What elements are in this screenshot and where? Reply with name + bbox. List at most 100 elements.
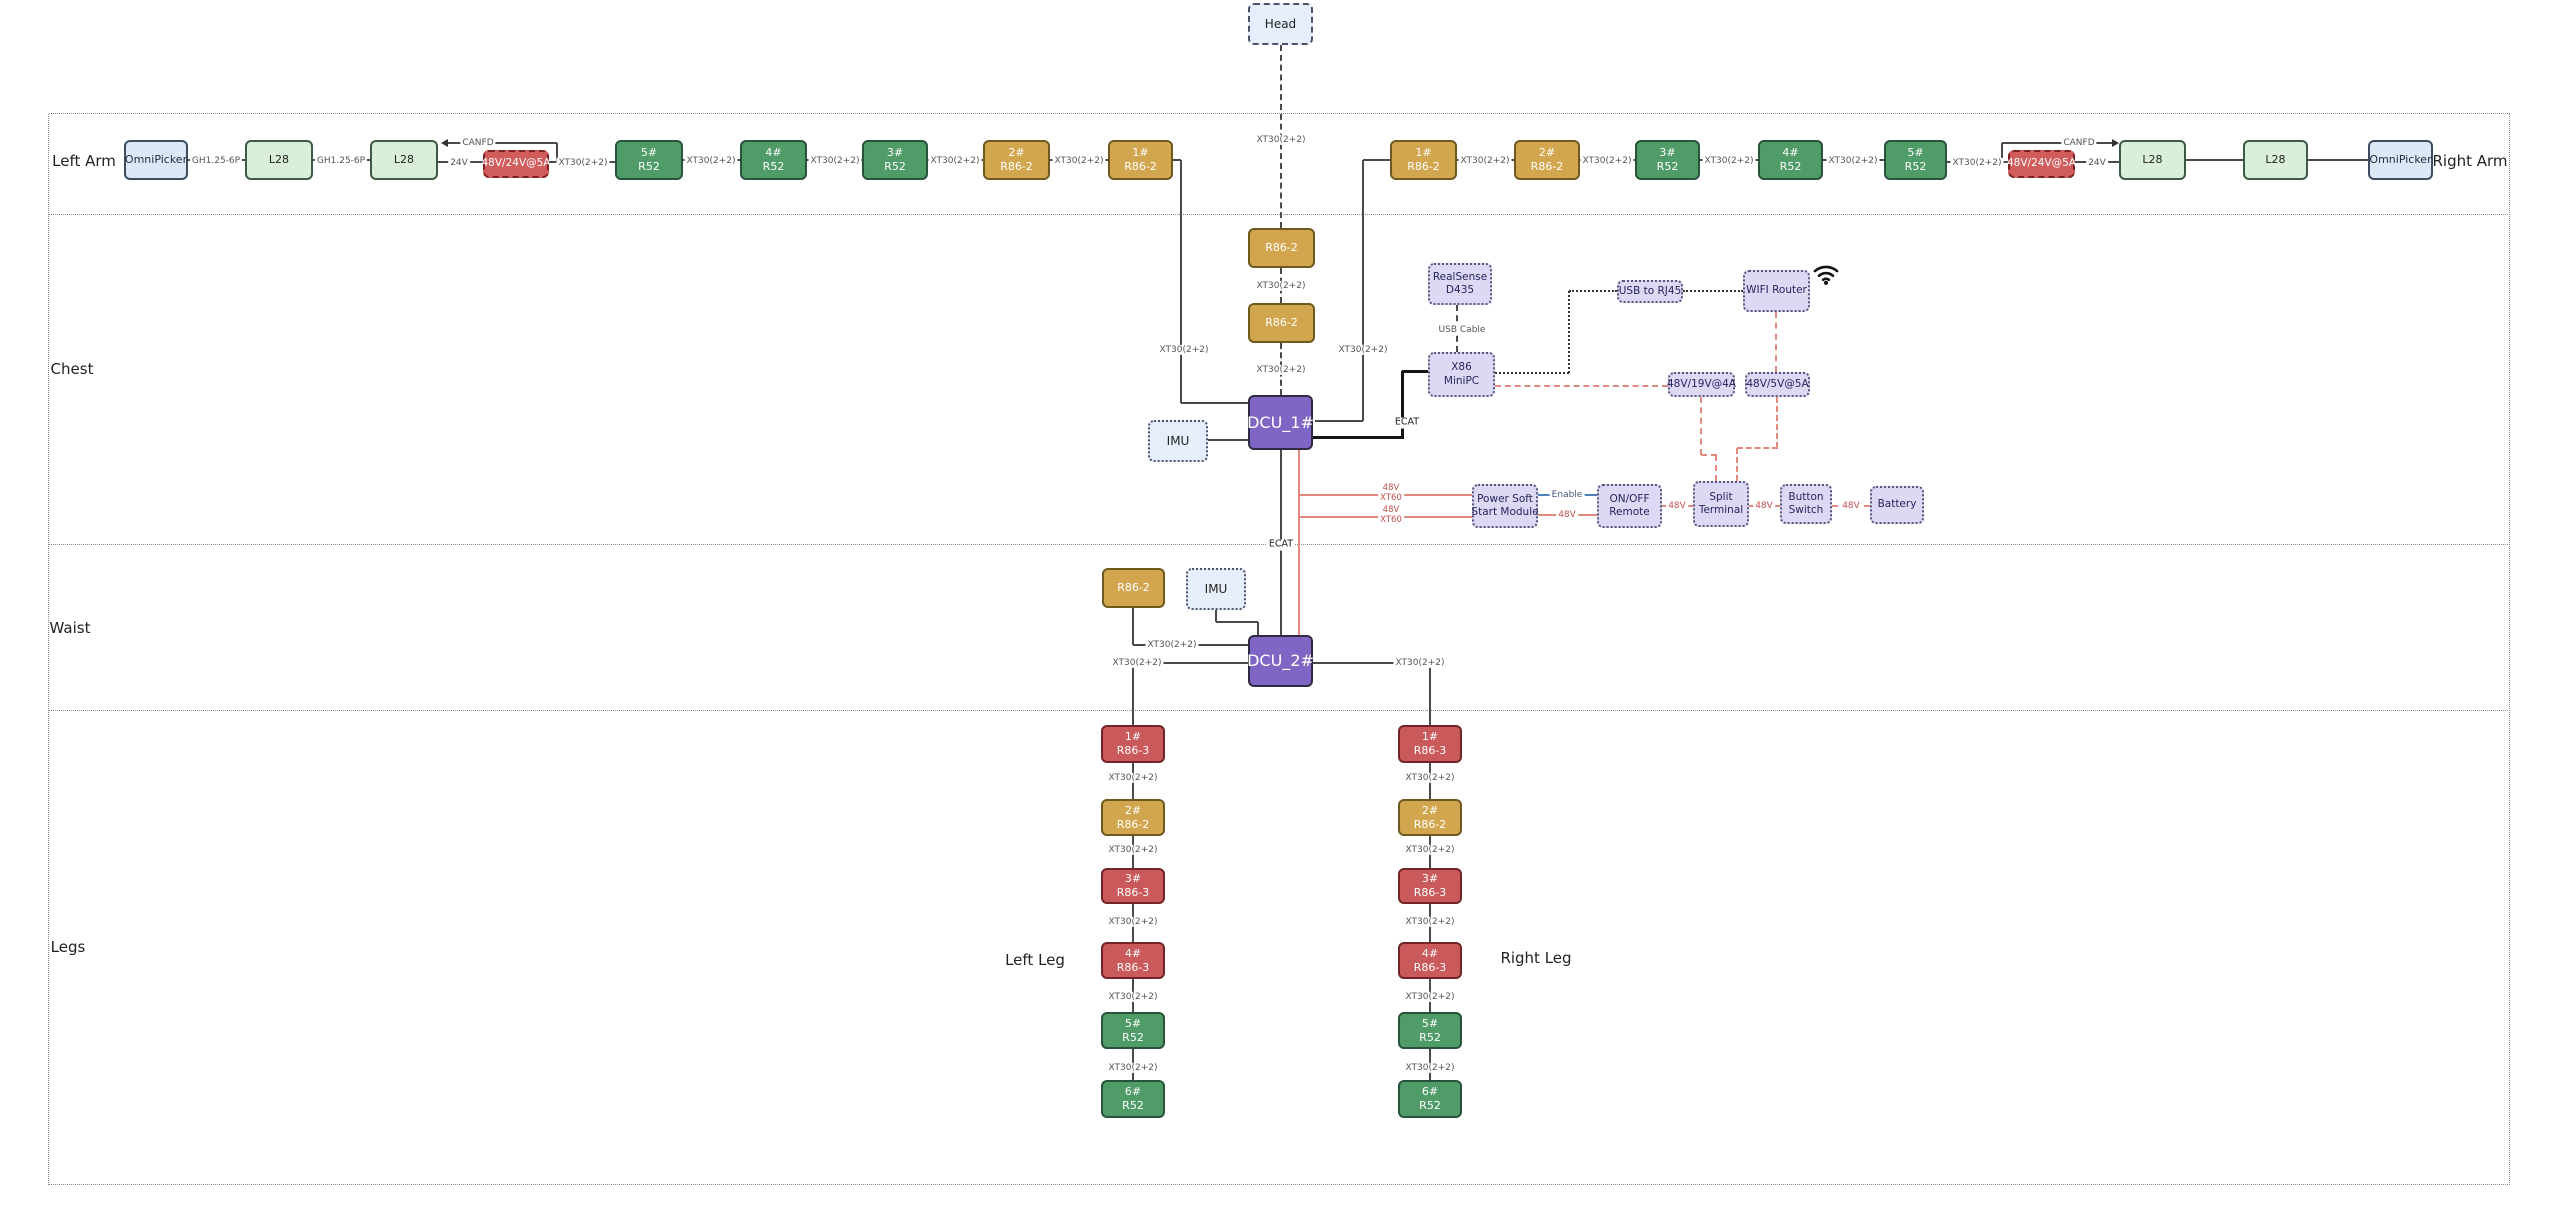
edge <box>48 114 49 1185</box>
edge <box>1775 312 1777 372</box>
connector-label: XT30(2+2) <box>1145 639 1199 651</box>
connector-label: XT30(2+2) <box>1106 844 1160 856</box>
connector-label: XT30(2+2) <box>1254 134 1308 146</box>
node-l28-left-2: L28 <box>370 140 438 180</box>
node-r86-chest-2: R86-2 <box>1248 303 1315 343</box>
connector-label: CANFD <box>2061 137 2097 149</box>
node-leg-right-6: 6# R52 <box>1398 1080 1462 1118</box>
node-conv-5v: 48V/5V@5A <box>1745 372 1810 397</box>
connector-label: XT30(2+2) <box>1106 991 1160 1003</box>
section-label-left-arm: Left Arm <box>52 152 116 170</box>
node-r52-left-3: 3# R52 <box>862 140 928 180</box>
edge <box>1315 420 1363 422</box>
connector-label: XT30(2+2) <box>1826 155 1880 167</box>
node-conv-24v-left: 48V/24V@5A <box>482 150 551 178</box>
connector-label: 24V <box>2086 157 2108 169</box>
connector-label: XT30(2+2) <box>1110 657 1164 669</box>
connector-label: XT30(2+2) <box>1106 916 1160 928</box>
connector-label: XT30(2+2) <box>1403 991 1457 1003</box>
node-r86-right-2: 2# R86-2 <box>1514 140 1580 180</box>
connector-label: XT30(2+2) <box>808 155 862 167</box>
node-leg-left-3: 3# R86-3 <box>1101 868 1165 904</box>
node-leg-left-5: 5# R52 <box>1101 1012 1165 1049</box>
node-leg-left-6: 6# R52 <box>1101 1080 1165 1118</box>
canfd-arrow-right <box>2112 139 2119 147</box>
node-r86-chest-1: R86-2 <box>1248 228 1315 268</box>
edge <box>1701 454 1717 456</box>
node-wifi-router: WIFI Router <box>1743 270 1810 312</box>
connector-label: GH1.25-6P <box>189 155 243 167</box>
connector-label: 24V <box>448 157 470 169</box>
edge <box>1173 159 1181 161</box>
canfd-arrow-left <box>441 139 448 147</box>
edge <box>1362 160 1364 421</box>
connector-label: XT30(2+2) <box>928 155 982 167</box>
connector-label: 48V <box>1753 500 1775 512</box>
connector-label: Enable <box>1549 489 1585 501</box>
connector-label: XT30(2+2) <box>1403 1062 1457 1074</box>
edge <box>2001 143 2003 162</box>
edge <box>1715 455 1717 481</box>
edge <box>1132 608 1134 645</box>
connector-label: ECAT <box>1392 416 1422 429</box>
node-r52-left-5: 5# R52 <box>615 140 683 180</box>
connector-label: XT30(2+2) <box>1458 155 1512 167</box>
wifi-icon <box>1813 265 1839 285</box>
node-omnipicker-left: OmniPicker <box>124 140 188 180</box>
edge <box>1181 402 1248 404</box>
section-label-right-arm: Right Arm <box>2432 152 2508 170</box>
connector-label: XT30(2+2) <box>1157 344 1211 356</box>
edge <box>1429 663 1431 725</box>
connector-label: XT30(2+2) <box>1580 155 1634 167</box>
node-r52-right-5: 5# R52 <box>1884 140 1947 180</box>
edge <box>556 143 558 162</box>
node-leg-right-4: 4# R86-3 <box>1398 942 1462 979</box>
node-r86-left-2: 2# R86-2 <box>983 140 1050 180</box>
edge <box>1401 371 1404 439</box>
node-leg-right-1: 1# R86-3 <box>1398 725 1462 763</box>
edge <box>1215 610 1217 622</box>
section-label-chest: Chest <box>50 360 94 378</box>
connector-label: XT30(2+2) <box>1106 772 1160 784</box>
edge <box>1180 160 1182 403</box>
node-leg-right-5: 5# R52 <box>1398 1012 1462 1049</box>
node-r52-left-4: 4# R52 <box>740 140 807 180</box>
node-battery: Battery <box>1870 486 1924 524</box>
node-usb-to-rj45: USB to RJ45 <box>1617 280 1683 303</box>
node-r52-right-3: 3# R52 <box>1635 140 1700 180</box>
edge <box>1132 663 1134 725</box>
edge <box>49 710 2510 711</box>
connector-label: XT30(2+2) <box>684 155 738 167</box>
node-imu-chest: IMU <box>1148 420 1208 462</box>
connector-label: XT30(2+2) <box>1336 344 1390 356</box>
edge <box>49 1184 2510 1185</box>
section-label-right-leg: Right Leg <box>1500 949 1572 967</box>
connector-label: XT30(2+2) <box>1403 772 1457 784</box>
node-r86-right-1: 1# R86-2 <box>1390 140 1457 180</box>
node-l28-right-1: L28 <box>2119 140 2186 180</box>
node-leg-left-1: 1# R86-3 <box>1101 725 1165 763</box>
edge <box>1257 622 1259 635</box>
node-onoff-remote: ON/OFF Remote <box>1597 484 1662 528</box>
edge <box>1133 662 1248 664</box>
edge <box>1683 290 1743 292</box>
connector-label: CANFD <box>460 137 496 149</box>
node-split-terminal: Split Terminal <box>1693 481 1749 527</box>
connector-label: XT30(2+2) <box>1106 1062 1160 1074</box>
edge <box>1402 370 1428 373</box>
node-imu-waist: IMU <box>1186 568 1246 610</box>
connector-label: XT30(2+2) <box>1403 916 1457 928</box>
edge <box>1776 397 1778 448</box>
edge <box>2002 142 2112 144</box>
edge <box>1736 448 1738 481</box>
node-r52-right-4: 4# R52 <box>1758 140 1823 180</box>
edge <box>1216 621 1258 623</box>
edge <box>1313 436 1404 439</box>
edge <box>443 142 557 144</box>
edge <box>49 113 2510 114</box>
edge <box>1313 662 1430 664</box>
connector-label: 48V <box>1840 500 1862 512</box>
node-l28-left-1: L28 <box>245 140 313 180</box>
edge <box>1700 397 1702 455</box>
